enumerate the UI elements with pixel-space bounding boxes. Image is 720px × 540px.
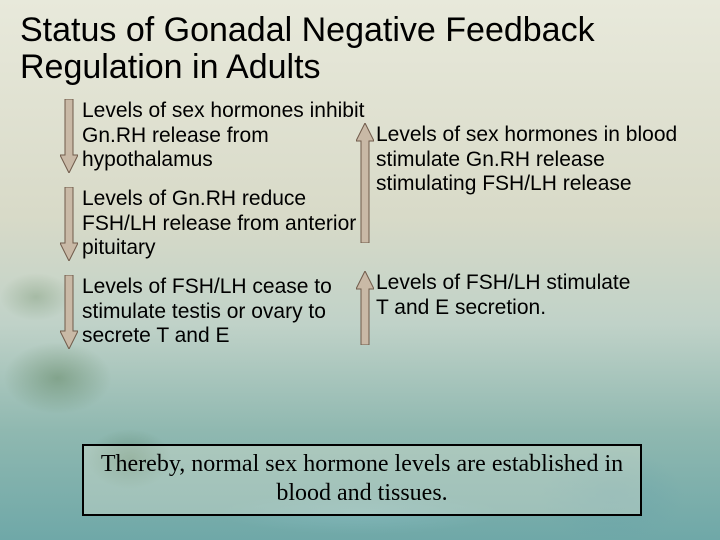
slide-title: Status of Gonadal Negative Feedback Regu… [20,12,700,87]
up-arrow-icon [356,271,374,345]
up-arrow-icon [356,123,374,243]
down-arrow-icon [60,275,78,349]
down-arrow-icon [60,187,78,261]
conclusion-box: Thereby, normal sex hormone levels are e… [82,444,642,516]
conclusion-text: Thereby, normal sex hormone levels are e… [82,444,642,516]
content-area: Levels of sex hormones inhibit Gn.RH rel… [20,99,700,419]
left-block-1: Levels of sex hormones inhibit Gn.RH rel… [82,99,372,173]
left-block-2: Levels of Gn.RH reduce FSH/LH release fr… [82,187,372,261]
right-block-2: Levels of FSH/LH stimulate T and E secre… [376,271,636,321]
down-arrow-icon [60,99,78,173]
right-block-1: Levels of sex hormones in blood stimulat… [376,123,686,197]
left-block-3: Levels of FSH/LH cease to stimulate test… [82,275,382,349]
